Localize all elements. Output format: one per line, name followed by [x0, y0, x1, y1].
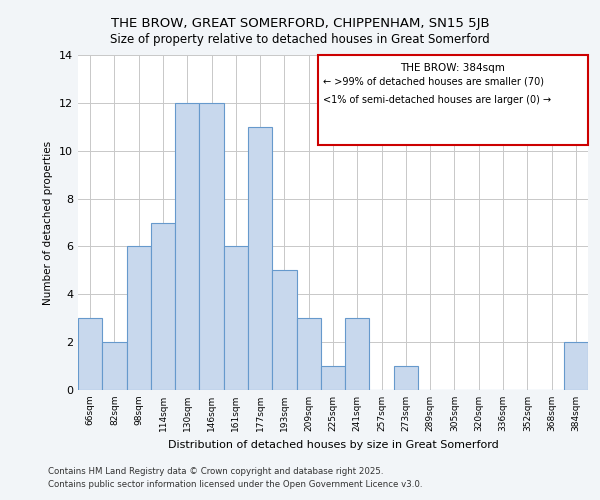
Bar: [345, 318, 370, 390]
Text: Size of property relative to detached houses in Great Somerford: Size of property relative to detached ho…: [110, 32, 490, 46]
Bar: [321, 366, 345, 390]
Bar: [151, 222, 175, 390]
Text: ← >99% of detached houses are smaller (70): ← >99% of detached houses are smaller (7…: [323, 77, 544, 87]
Y-axis label: Number of detached properties: Number of detached properties: [43, 140, 53, 304]
Text: THE BROW: 384sqm: THE BROW: 384sqm: [400, 64, 505, 74]
Bar: [175, 103, 199, 390]
Text: <1% of semi-detached houses are larger (0) →: <1% of semi-detached houses are larger (…: [323, 95, 551, 105]
Text: Contains HM Land Registry data © Crown copyright and database right 2025.: Contains HM Land Registry data © Crown c…: [48, 467, 383, 476]
Bar: [272, 270, 296, 390]
Bar: [78, 318, 102, 390]
Bar: [296, 318, 321, 390]
Text: THE BROW, GREAT SOMERFORD, CHIPPENHAM, SN15 5JB: THE BROW, GREAT SOMERFORD, CHIPPENHAM, S…: [110, 18, 490, 30]
Bar: [224, 246, 248, 390]
Bar: [199, 103, 224, 390]
Bar: [102, 342, 127, 390]
Bar: [394, 366, 418, 390]
Bar: [127, 246, 151, 390]
X-axis label: Distribution of detached houses by size in Great Somerford: Distribution of detached houses by size …: [167, 440, 499, 450]
FancyBboxPatch shape: [318, 55, 588, 146]
Text: Contains public sector information licensed under the Open Government Licence v3: Contains public sector information licen…: [48, 480, 422, 489]
Bar: [564, 342, 588, 390]
Bar: [248, 127, 272, 390]
